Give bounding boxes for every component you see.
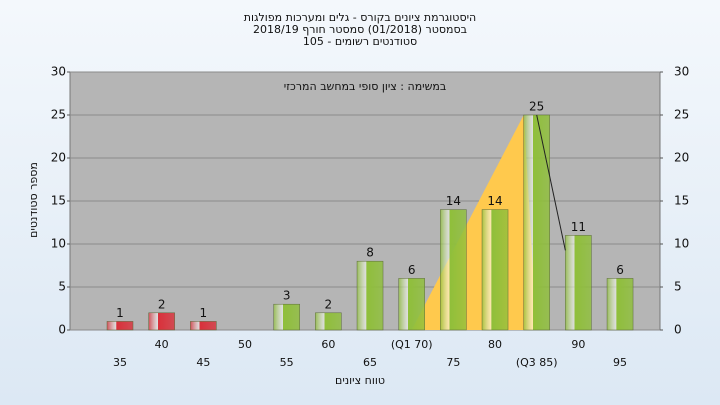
y2-tick-label: 15 [674, 194, 689, 208]
bar [190, 321, 217, 331]
bar [356, 260, 384, 331]
y-tick-label: 10 [51, 237, 66, 251]
bar [106, 321, 134, 331]
x-tick-label: 65 [363, 356, 377, 369]
trend-line [536, 114, 566, 251]
y-tick-label: 5 [58, 280, 66, 294]
data-label: 14 [487, 194, 502, 208]
x-tick-label: 95 [613, 356, 627, 369]
x-tick-label: 45 [196, 356, 210, 369]
y2-tick-label: 5 [674, 280, 682, 294]
y-axis-label: מספר סטודנטים [27, 162, 40, 238]
x-tick-label: 50 [238, 338, 252, 351]
y2-tick-label: 0 [674, 323, 682, 337]
y2-tick-label: 10 [674, 237, 689, 251]
x-tick-label: 90 [571, 338, 585, 351]
y2-tick-label: 20 [674, 151, 689, 165]
x-tick-label: 60 [321, 338, 335, 351]
annotation: במשימה : ציון סופי במחשב המרכזי [284, 80, 447, 93]
data-label: 14 [446, 194, 461, 208]
bar [398, 278, 425, 331]
bar [148, 312, 175, 331]
y-tick-label: 30 [51, 65, 66, 79]
bar [273, 303, 300, 331]
data-label: 6 [408, 263, 416, 277]
data-label: 3 [283, 289, 291, 303]
x-axis-label: טווח ציונים [335, 374, 385, 387]
chart-subtitle: בסמסטר (01/2018) סמסטר חורף 2018/19 [253, 23, 467, 36]
y2-tick-label: 25 [674, 108, 689, 122]
x-tick-label: 55 [280, 356, 294, 369]
bar [565, 235, 592, 331]
data-label: 25 [529, 100, 544, 114]
data-label: 1 [116, 306, 124, 320]
y-tick-label: 20 [51, 151, 66, 165]
data-label: 2 [158, 297, 166, 311]
x-tick-label: 40 [155, 338, 169, 351]
y2-tick-label: 30 [674, 65, 689, 79]
chart-subtitle: סטודנטים רשומים - 105 [303, 35, 417, 48]
y-tick-label: 15 [51, 194, 66, 208]
bar [315, 312, 342, 331]
bar [481, 209, 509, 331]
bar [606, 278, 634, 331]
data-label: 11 [571, 220, 586, 234]
x-tick-label: 35 [113, 356, 127, 369]
data-label: 6 [616, 263, 624, 277]
x-tick-label: (Q1 70) [391, 338, 433, 351]
y-tick-label: 25 [51, 108, 66, 122]
data-label: 2 [325, 297, 333, 311]
bar [523, 114, 550, 331]
data-label: 1 [200, 306, 208, 320]
bar [440, 209, 467, 331]
y-tick-label: 0 [58, 323, 66, 337]
x-tick-label: (Q3 85) [516, 356, 558, 369]
data-label: 8 [366, 246, 374, 260]
x-tick-label: 75 [446, 356, 460, 369]
x-tick-label: 80 [488, 338, 502, 351]
chart-title: היסטוגרמת ציונים בקורס - גלים ומערכות מפ… [244, 11, 476, 24]
